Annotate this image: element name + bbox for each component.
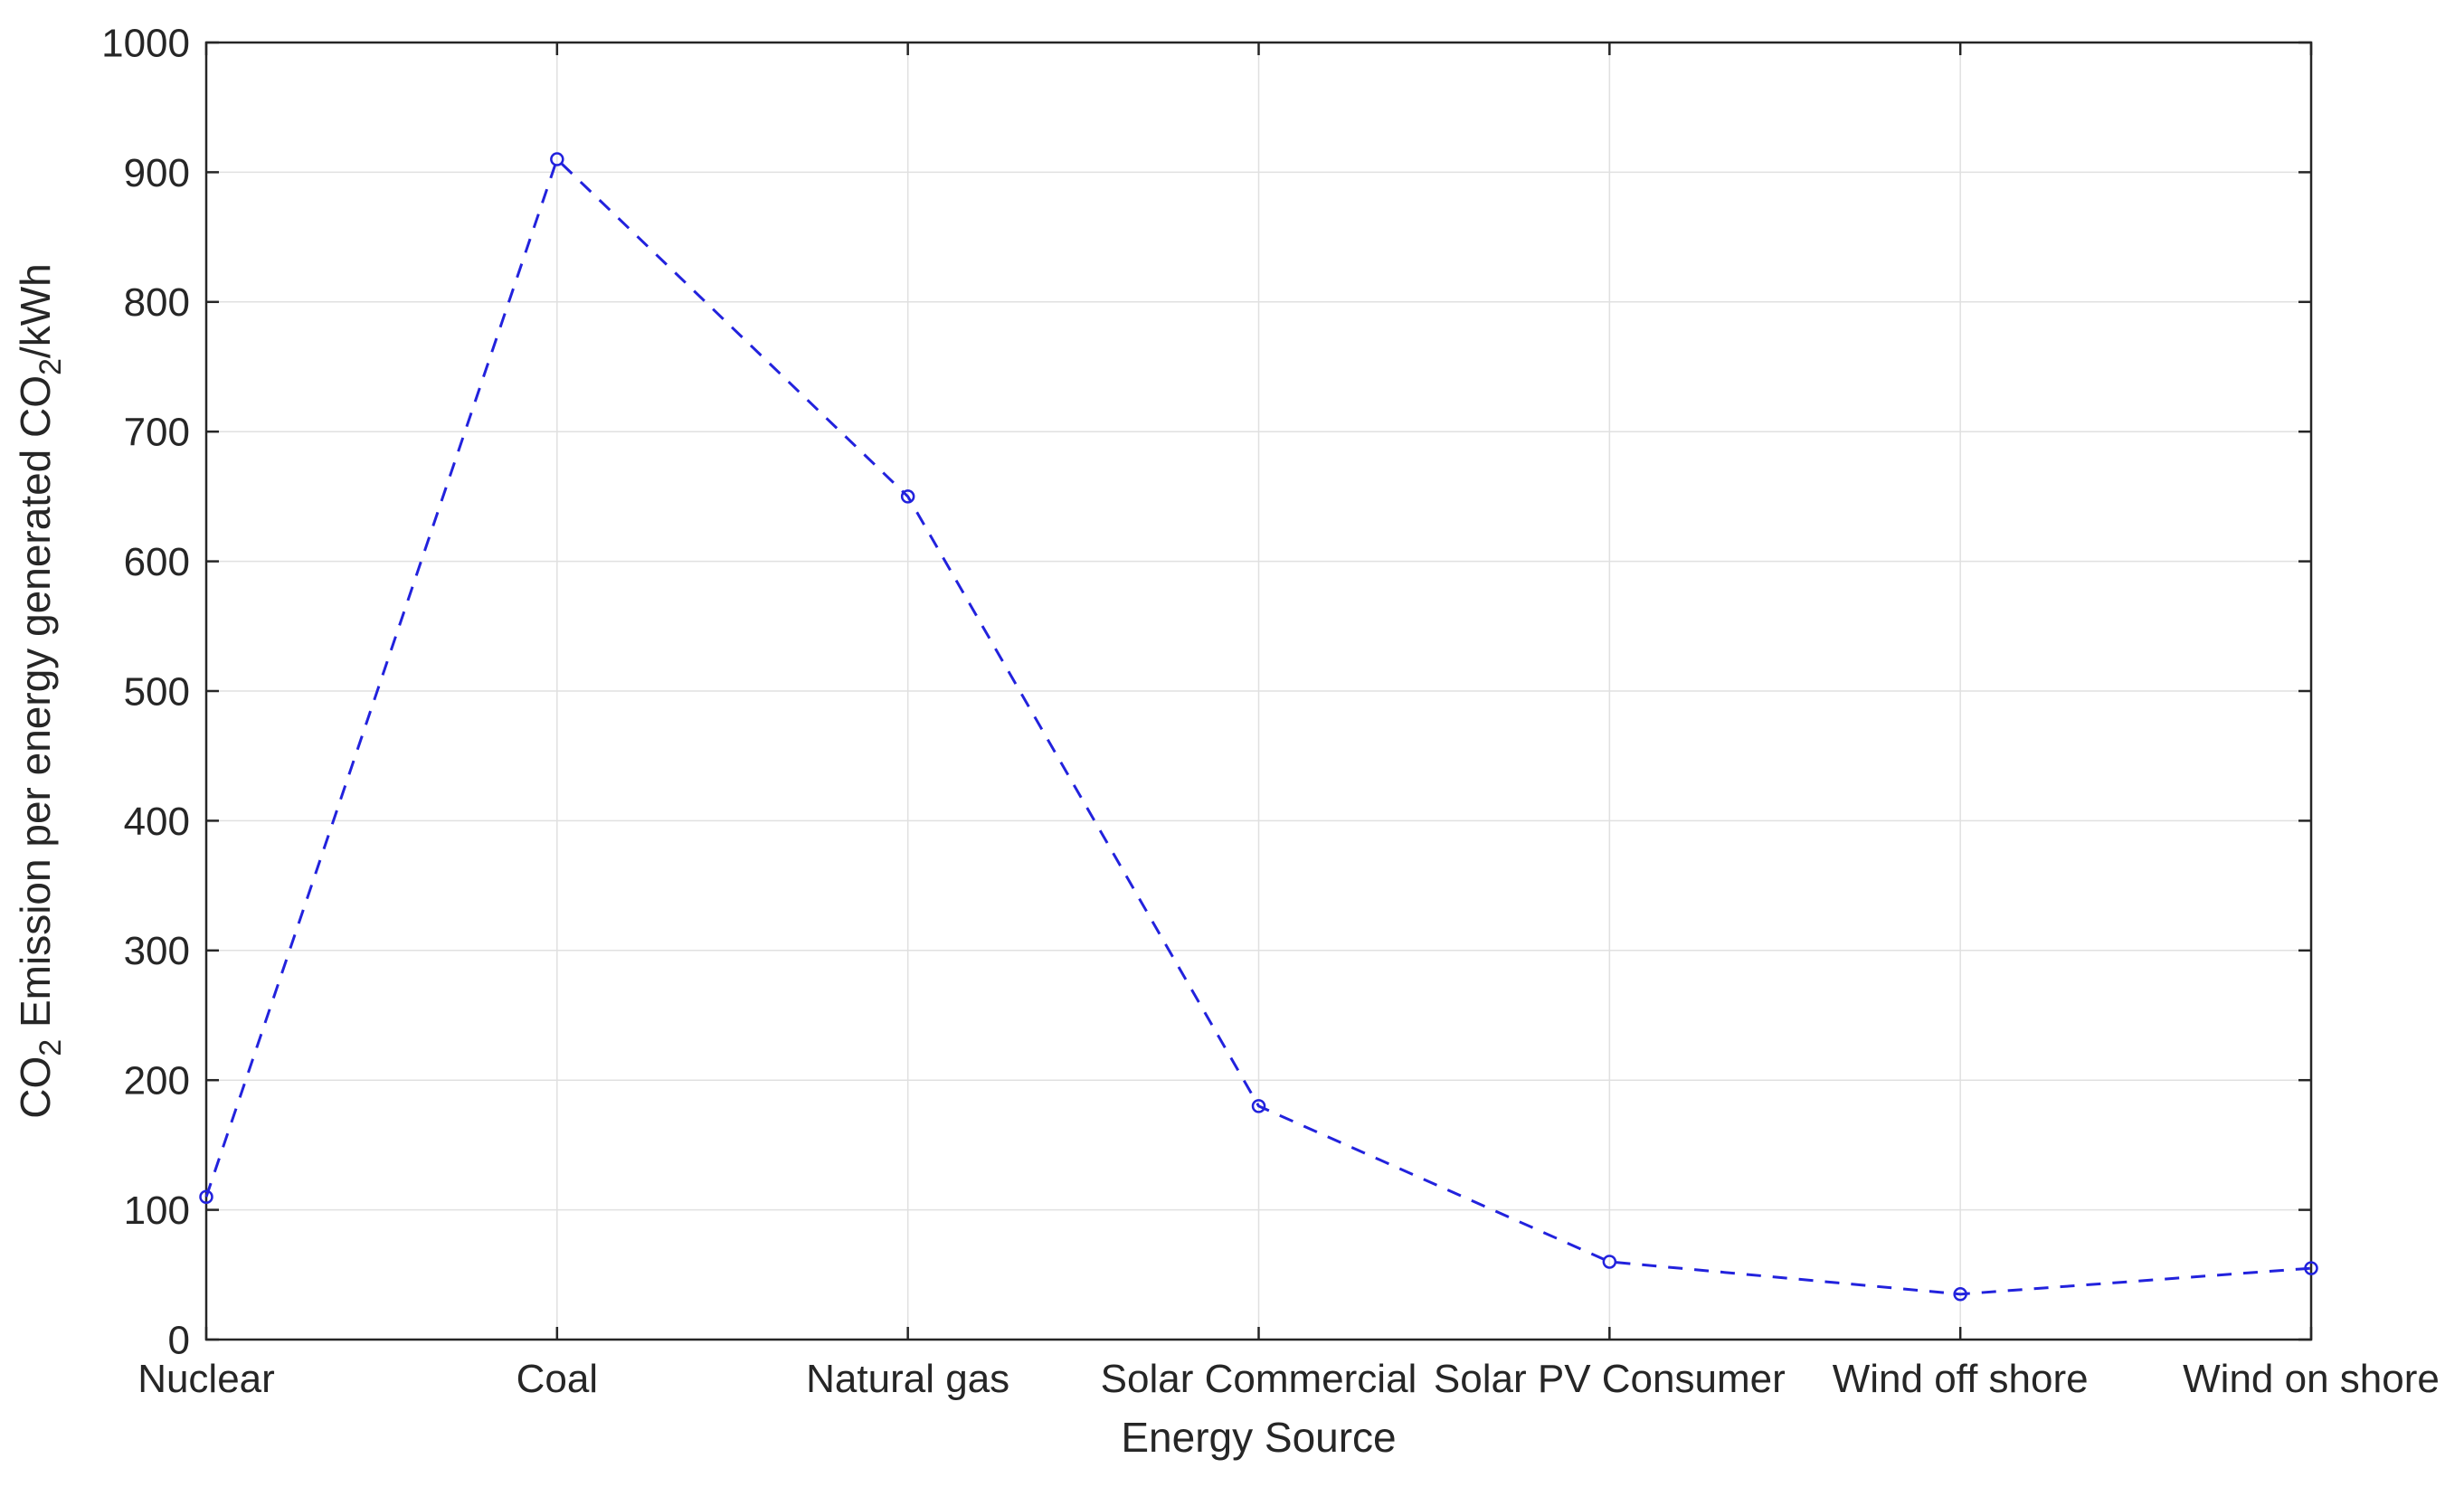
y-tick-label: 0 (168, 1318, 190, 1362)
y-tick-label: 100 (124, 1189, 190, 1233)
y-axis-title-subscript: 2 (33, 358, 68, 375)
data-point-marker-4 (1602, 1255, 1617, 1269)
y-axis-title-segment: Emission per energy generated CO (12, 375, 59, 1039)
x-category-label: Coal (516, 1357, 599, 1401)
y-tick-label: 1000 (101, 21, 190, 65)
x-axis-title: Energy Source (1121, 1414, 1396, 1461)
data-point-marker-3 (1251, 1099, 1266, 1113)
y-tick-label: 900 (124, 151, 190, 195)
x-category-label: Nuclear (137, 1357, 275, 1401)
data-point-marker-5 (1953, 1287, 1967, 1302)
tick-marks (204, 41, 2313, 1341)
y-tick-label: 200 (124, 1059, 190, 1103)
x-category-label: Wind off shore (1833, 1357, 2089, 1401)
y-tick-label: 700 (124, 411, 190, 455)
y-axis-title-subscript: 2 (33, 1039, 68, 1056)
y-tick-label: 800 (124, 280, 190, 325)
y-tick-label: 400 (124, 800, 190, 844)
data-point-marker-0 (199, 1189, 213, 1205)
data-point-marker-2 (900, 489, 915, 504)
y-tick-label: 600 (124, 540, 190, 584)
data-point-marker-1 (550, 152, 564, 166)
y-axis-title-segment: CO (12, 1056, 59, 1119)
x-category-label: Wind on shore (2183, 1357, 2440, 1401)
x-category-label: Solar PV Consumer (1434, 1357, 1786, 1401)
y-tick-label: 300 (124, 929, 190, 973)
x-category-label: Natural gas (806, 1357, 1009, 1401)
y-tick-label: 500 (124, 669, 190, 714)
data-point-marker-6 (2304, 1261, 2318, 1275)
x-category-label: Solar Commercial (1101, 1357, 1417, 1401)
gridlines (206, 43, 2311, 1340)
y-axis-title-segment: /kWh (12, 263, 59, 358)
y-axis-title: CO2 Emission per energy generated CO2/kW… (12, 263, 68, 1118)
data-line (204, 156, 2312, 1296)
